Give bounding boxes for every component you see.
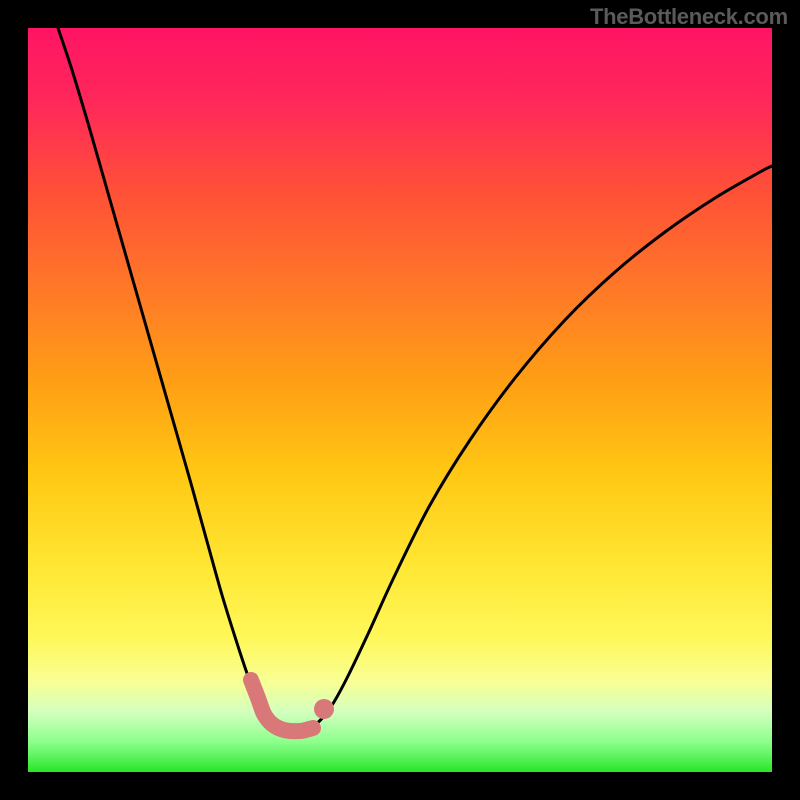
optimal-point-dot bbox=[314, 699, 334, 719]
chart-canvas: TheBottleneck.com bbox=[0, 0, 800, 800]
gradient-background bbox=[28, 28, 772, 772]
chart-svg bbox=[0, 0, 800, 800]
watermark-text: TheBottleneck.com bbox=[590, 4, 788, 30]
